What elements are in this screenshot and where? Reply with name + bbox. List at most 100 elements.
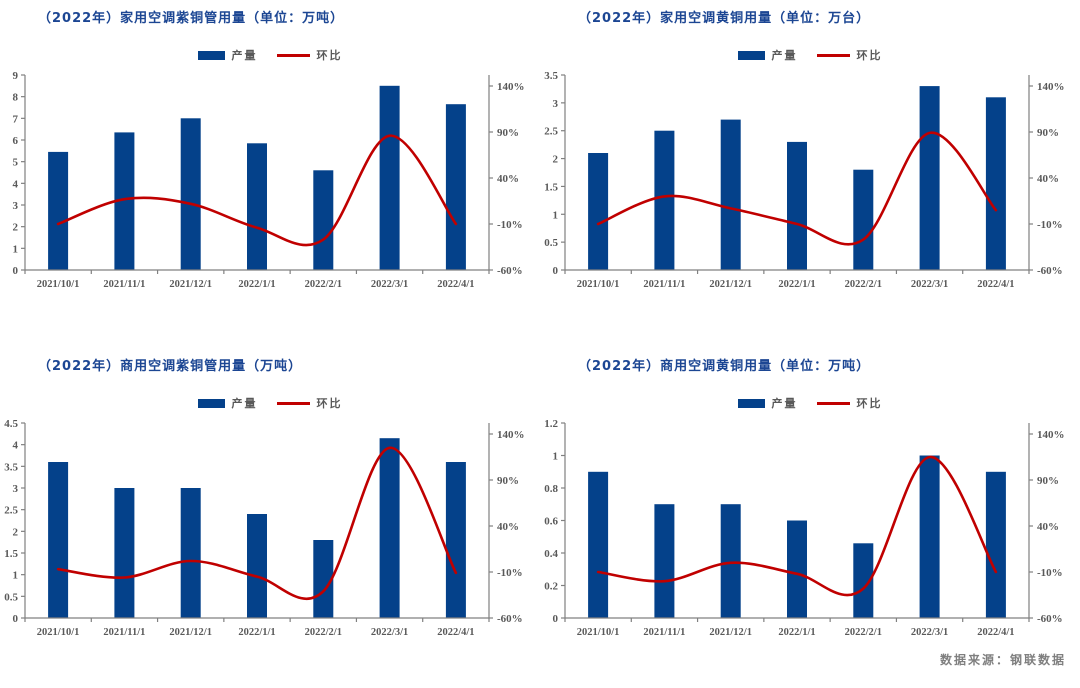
svg-text:2021/11/1: 2021/11/1 (103, 279, 145, 290)
right-axis-labels: 140% 90% 40% -10% -60% (489, 429, 525, 625)
right-axis-labels: 140% 90% 40% -10% -60% (1029, 429, 1065, 625)
legend-bar-label: 产量 (231, 397, 258, 410)
svg-text:2022/1/1: 2022/1/1 (778, 279, 815, 290)
chart-legend: 产量 环比 (0, 396, 540, 410)
svg-text:3: 3 (13, 483, 19, 495)
chart-plot-area: 0 0.5 1 1.5 2 2.5 3 3.5 4 4.5 140% 90% 40% -10% -60% 20… (4, 418, 525, 638)
svg-text:2022/2/1: 2022/2/1 (845, 279, 882, 290)
svg-text:-10%: -10% (497, 219, 523, 231)
svg-text:140%: 140% (497, 81, 525, 93)
svg-text:-60%: -60% (497, 613, 523, 625)
left-axis-labels: 0 0.5 1 1.5 2 2.5 3 3.5 (544, 70, 565, 277)
svg-text:40%: 40% (497, 173, 519, 185)
svg-text:2021/10/1: 2021/10/1 (577, 627, 620, 638)
svg-text:0: 0 (13, 613, 19, 625)
x-axis-labels: 2021/10/1 2021/11/1 2021/12/1 2022/1/1 2022/… (37, 279, 475, 290)
svg-text:2: 2 (553, 154, 559, 166)
svg-text:-60%: -60% (1037, 613, 1063, 625)
svg-text:2022/4/1: 2022/4/1 (437, 279, 474, 290)
chart-panel-commercial-ac-brass: （2022年）商用空调黄铜用量（单位：万吨） 产量 环比 0 0.2 0.4 0.6 0… (540, 348, 1080, 688)
chart-legend: 产量 环比 (0, 48, 540, 62)
bars-series (588, 86, 1006, 270)
bars-series (588, 455, 1006, 619)
chart-title: （2022年）商用空调黄铜用量（单位：万吨） (578, 359, 871, 374)
legend-bar-label: 产量 (771, 49, 798, 62)
svg-text:3: 3 (553, 98, 559, 110)
legend-line-swatch (276, 53, 310, 57)
svg-text:-10%: -10% (1037, 219, 1063, 231)
bars-series (48, 85, 466, 270)
svg-text:8: 8 (13, 92, 19, 104)
svg-text:0.5: 0.5 (4, 591, 18, 603)
left-axis-labels: 0 1 2 3 4 5 6 7 8 9 (13, 70, 25, 277)
legend-line-swatch (816, 401, 850, 405)
svg-text:1: 1 (553, 451, 559, 463)
svg-text:2021/12/1: 2021/12/1 (169, 627, 212, 638)
svg-text:2022/3/1: 2022/3/1 (371, 279, 408, 290)
svg-text:3.5: 3.5 (544, 70, 558, 82)
svg-text:90%: 90% (1037, 127, 1059, 139)
svg-text:2022/2/1: 2022/2/1 (305, 279, 342, 290)
svg-text:2022/2/1: 2022/2/1 (845, 627, 882, 638)
svg-text:140%: 140% (1037, 81, 1065, 93)
svg-text:9: 9 (13, 70, 19, 82)
svg-text:2022/1/1: 2022/1/1 (238, 279, 275, 290)
legend-bar-swatch (197, 398, 225, 408)
svg-text:2022/3/1: 2022/3/1 (371, 627, 408, 638)
legend-bar-swatch (737, 398, 765, 408)
svg-text:2021/11/1: 2021/11/1 (643, 279, 685, 290)
svg-text:-10%: -10% (497, 567, 523, 579)
chart-plot-area: 0 0.5 1 1.5 2 2.5 3 3.5 140% 90% 40% -10% -60% 2021/1… (544, 70, 1065, 290)
axes (24, 75, 490, 274)
axes (24, 423, 490, 622)
legend-bar-label: 产量 (771, 397, 798, 410)
legend-line-swatch (816, 53, 850, 57)
svg-text:90%: 90% (497, 127, 519, 139)
chart-legend: 产量 环比 (540, 396, 1080, 410)
svg-text:2022/4/1: 2022/4/1 (977, 627, 1014, 638)
svg-text:1.2: 1.2 (544, 418, 558, 430)
data-source-note: 数据来源：钢联数据 (939, 653, 1066, 667)
legend-line-label: 环比 (856, 397, 883, 410)
svg-text:40%: 40% (1037, 521, 1059, 533)
svg-text:0: 0 (553, 613, 559, 625)
svg-text:2022/4/1: 2022/4/1 (977, 279, 1014, 290)
svg-text:2021/11/1: 2021/11/1 (643, 627, 685, 638)
svg-text:40%: 40% (497, 521, 519, 533)
svg-text:2021/11/1: 2021/11/1 (103, 627, 145, 638)
svg-text:1: 1 (13, 243, 19, 255)
svg-text:2022/1/1: 2022/1/1 (238, 627, 275, 638)
svg-text:-60%: -60% (1037, 265, 1063, 277)
right-axis-labels: 140% 90% 40% -10% -60% (1029, 81, 1065, 277)
legend-bar-swatch (737, 50, 765, 60)
right-axis-labels: 140% 90% 40% -10% -60% (489, 81, 525, 277)
legend-line-swatch (276, 401, 310, 405)
svg-text:0: 0 (553, 265, 559, 277)
svg-text:2.5: 2.5 (544, 126, 558, 138)
svg-text:2: 2 (13, 222, 19, 234)
chart-title: （2022年）家用空调紫铜管用量（单位：万吨） (38, 11, 345, 26)
bars-series (48, 438, 466, 618)
svg-text:2021/12/1: 2021/12/1 (709, 279, 752, 290)
svg-text:0.2: 0.2 (544, 581, 558, 593)
left-axis-labels: 0 0.2 0.4 0.6 0.8 1 1.2 (544, 418, 565, 625)
svg-text:2022/4/1: 2022/4/1 (437, 627, 474, 638)
legend-line-label: 环比 (856, 49, 883, 62)
svg-text:2021/10/1: 2021/10/1 (37, 627, 80, 638)
line-series (596, 131, 998, 246)
chart-panel-commercial-ac-copper-tube: （2022年）商用空调紫铜管用量（万吨） 产量 环比 0 0.5 1 1.5 2 2.5 3… (0, 348, 540, 688)
svg-text:2021/10/1: 2021/10/1 (37, 279, 80, 290)
svg-text:-60%: -60% (497, 265, 523, 277)
chart-title: （2022年）商用空调紫铜管用量（万吨） (38, 359, 303, 374)
svg-text:90%: 90% (1037, 475, 1059, 487)
svg-text:3.5: 3.5 (4, 461, 18, 473)
svg-text:2022/1/1: 2022/1/1 (778, 627, 815, 638)
svg-text:0.6: 0.6 (544, 516, 558, 528)
svg-text:2022/3/1: 2022/3/1 (911, 627, 948, 638)
chart-plot-area: 0 0.2 0.4 0.6 0.8 1 1.2 140% 90% 40% -10% -60% 2021/… (544, 418, 1065, 638)
svg-text:2022/3/1: 2022/3/1 (911, 279, 948, 290)
svg-text:2022/2/1: 2022/2/1 (305, 627, 342, 638)
svg-text:4.5: 4.5 (4, 418, 18, 430)
svg-text:2021/10/1: 2021/10/1 (577, 279, 620, 290)
